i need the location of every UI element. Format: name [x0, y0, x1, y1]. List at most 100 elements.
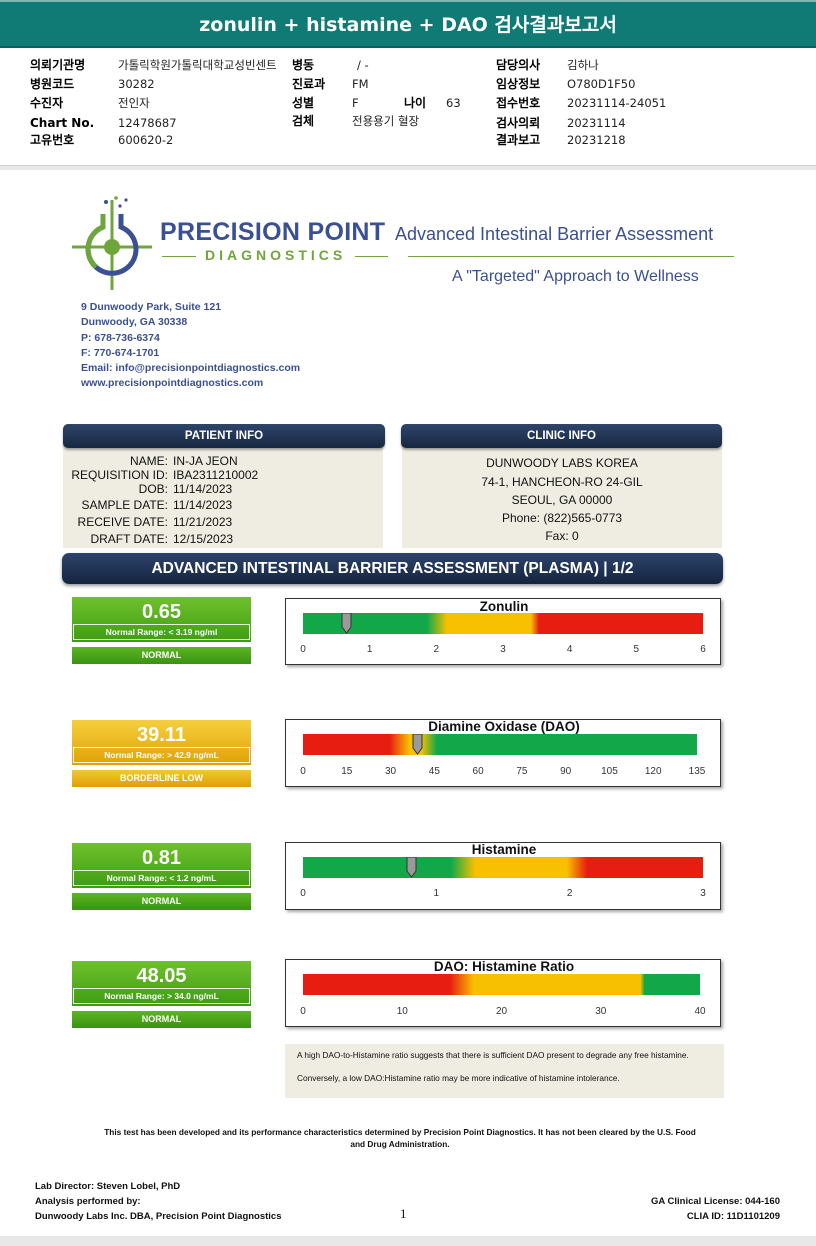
- fda-disclaimer: This test has been developed and its per…: [104, 1127, 696, 1149]
- dao-range: Normal Range: > 42.9 ng/mL: [73, 747, 250, 763]
- brand-rule: [355, 256, 388, 257]
- patient-info-panel: [63, 445, 383, 548]
- gauge-tick-label: 75: [516, 766, 528, 777]
- header-label: 접수번호: [496, 96, 541, 110]
- zonulin-range: Normal Range: < 3.19 ng/ml: [73, 624, 250, 640]
- histamine-gauge-title: Histamine: [471, 842, 537, 857]
- clinic-phone: Phone: (822)565-0773: [501, 511, 623, 525]
- header-label: 진료과: [292, 77, 326, 91]
- header-label: 성별: [292, 96, 315, 110]
- header-value: F: [352, 96, 359, 110]
- requisition-label: REQUISITION ID:: [71, 468, 168, 482]
- gauge-tick-label: 10: [396, 1006, 408, 1017]
- header-value: FM: [352, 77, 369, 91]
- patient-info-heading: PATIENT INFO: [63, 424, 385, 448]
- ratio-note: Conversely, a low DAO:Histamine ratio ma…: [297, 1073, 620, 1083]
- fax-line: F: 770-674-1701: [81, 347, 160, 359]
- age-value: 63: [446, 96, 461, 110]
- receive-date-value: 11/21/2023: [173, 515, 233, 529]
- draft-date-value: 12/15/2023: [173, 532, 234, 546]
- page-number: 1: [400, 1206, 407, 1221]
- brand-rule: [162, 256, 196, 257]
- gauge-tick-label: 90: [560, 766, 572, 777]
- clinic-info-heading: CLINIC INFO: [401, 424, 722, 448]
- website-line: www.precisionpointdiagnostics.com: [81, 377, 264, 389]
- patient-name-value: IN-JA JEON: [173, 454, 238, 468]
- header-label: 수진자: [30, 96, 64, 110]
- histamine-gauge: Histamine 0 1 2 3: [285, 842, 721, 910]
- zonulin-status: NORMAL: [72, 647, 251, 664]
- histamine-gauge-bar: [303, 857, 703, 878]
- clinic-fax: Fax: 0: [545, 529, 579, 543]
- analysis-label: Analysis performed by:: [35, 1196, 141, 1207]
- gauge-tick-label: 40: [694, 1006, 706, 1017]
- requisition-value: IBA2311210002: [173, 468, 259, 482]
- clinic-name: DUNWOODY LABS KOREA: [486, 456, 638, 470]
- dao-marker: [412, 734, 423, 755]
- dob-value: 11/14/2023: [173, 482, 233, 496]
- header-value: O780D1F50: [567, 77, 636, 91]
- clinic-city: SEOUL, GA 00000: [511, 493, 613, 507]
- header-label: 병동: [292, 58, 315, 72]
- histamine-status: NORMAL: [72, 893, 251, 910]
- ratio-gauge-bar: [303, 974, 700, 995]
- patient-name-label: NAME:: [129, 454, 168, 468]
- header-label: 고유번호: [30, 133, 75, 147]
- header-label: 임상정보: [496, 77, 541, 91]
- clinic-info-panel: [402, 445, 722, 548]
- gauge-tick-label: 4: [566, 644, 573, 655]
- header-label: Chart No.: [30, 116, 95, 130]
- dao-gauge-title: Diamine Oxidase (DAO): [428, 719, 580, 734]
- histamine-result-box: 0.81 Normal Range: < 1.2 ng/mL: [72, 843, 251, 888]
- gauge-tick-label: 3: [500, 644, 506, 655]
- header-label: 결과보고: [496, 133, 541, 147]
- precision-point-logo: [72, 196, 152, 290]
- dob-label: DOB:: [138, 482, 168, 496]
- report-title: zonulin + histamine + DAO 검사결과보고서: [199, 14, 617, 36]
- gauge-tick-label: 6: [700, 644, 706, 655]
- gauge-tick-label: 30: [384, 766, 397, 777]
- header-value: 가톨릭학원가톨릭대학교성빈센트: [118, 58, 277, 72]
- header-value: 12478687: [118, 116, 177, 130]
- ratio-gauge-title: DAO: Histamine Ratio: [433, 959, 575, 974]
- page-bottom-rule: [0, 1236, 816, 1246]
- lab-name: Dunwoody Labs Inc. DBA, Precision Point …: [35, 1211, 282, 1222]
- zonulin-result-box: 0.65 Normal Range: < 3.19 ng/ml: [72, 597, 251, 642]
- dao-status: BORDERLINE LOW: [72, 770, 251, 787]
- gauge-tick-label: 1: [366, 644, 373, 655]
- zonulin-marker: [341, 613, 352, 634]
- gauge-tick-label: 0: [300, 766, 306, 777]
- gauge-tick-label: 20: [495, 1006, 508, 1017]
- section-title: ADVANCED INTESTINAL BARRIER ASSESSMENT (…: [62, 553, 723, 584]
- gauge-tick-label: 120: [644, 766, 662, 777]
- sample-date-label: SAMPLE DATE:: [81, 498, 168, 512]
- header-value: 20231114: [567, 116, 626, 130]
- address-line: 9 Dunwoody Park, Suite 121: [81, 301, 222, 313]
- brand-name: PRECISION POINT: [160, 218, 386, 246]
- dao-gauge-bar: [303, 734, 697, 755]
- gauge-tick-label: 45: [428, 766, 440, 777]
- address-line: Dunwoody, GA 30338: [81, 316, 188, 328]
- gauge-tick-label: 0: [300, 888, 306, 899]
- header-value: 김하나: [567, 58, 599, 72]
- zonulin-gauge: Zonulin 0 1 2 3 4 5 6: [285, 598, 721, 665]
- header-label: 병원코드: [30, 77, 75, 91]
- gauge-tick-label: 15: [341, 766, 353, 777]
- assessment-title: Advanced Intestinal Barrier Assessment: [395, 224, 714, 244]
- header-value: 30282: [118, 77, 155, 91]
- zonulin-gauge-bar: [303, 613, 703, 634]
- gauge-tick-label: 135: [688, 766, 706, 777]
- ratio-gauge: DAO: Histamine Ratio 0 10 20 30 40: [285, 959, 721, 1027]
- gauge-tick-label: 2: [566, 888, 573, 899]
- gauge-tick-label: 5: [633, 644, 640, 655]
- header-value: / -: [357, 58, 369, 72]
- gauge-tick-label: 105: [601, 766, 618, 777]
- dao-gauge: Diamine Oxidase (DAO) 0 15 30 45 60 75 90 105 12…: [285, 719, 721, 787]
- draft-date-label: DRAFT DATE:: [90, 532, 168, 546]
- gauge-tick-label: 30: [595, 1006, 607, 1017]
- ratio-status: NORMAL: [72, 1011, 251, 1028]
- header-value: 20231218: [567, 133, 626, 147]
- tagline: A "Targeted" Approach to Wellness: [452, 268, 699, 285]
- ratio-result-box: 48.05 Normal Range: > 34.0 ng/mL: [72, 961, 251, 1006]
- histamine-value: 0.81: [142, 847, 181, 869]
